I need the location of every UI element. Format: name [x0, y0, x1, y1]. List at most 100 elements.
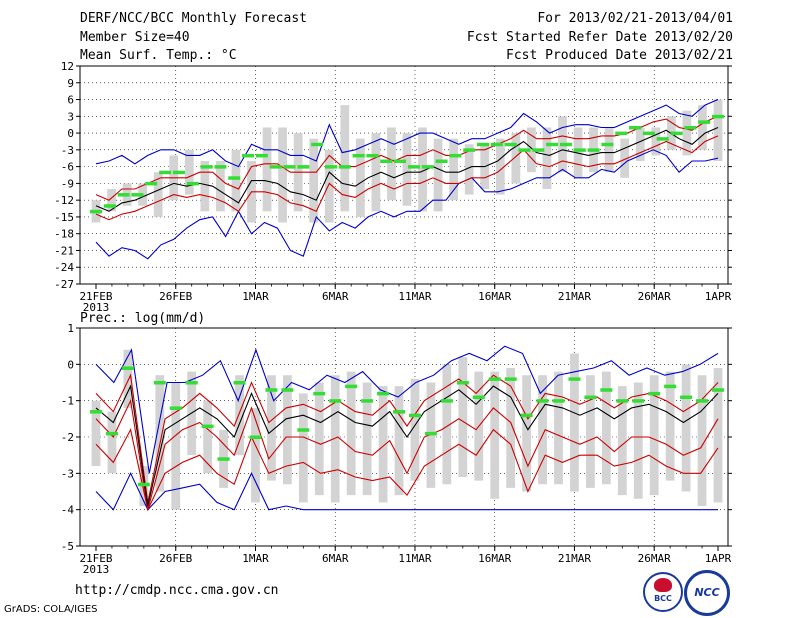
x-tick-label: 11MAR: [398, 552, 431, 565]
spread-box: [362, 382, 372, 496]
bcc-logo-text: BCC: [654, 594, 672, 603]
lower-line: [95, 135, 719, 221]
member-marker: [600, 388, 613, 392]
y-tick-label: 1: [67, 322, 74, 335]
chart-title: DERF/NCC/BCC Monthly Forecast: [80, 11, 307, 26]
spread-box: [314, 382, 324, 496]
member-marker: [488, 377, 501, 381]
y-tick-label: 0: [67, 358, 74, 371]
footer-url[interactable]: http://cmdp.ncc.cma.gov.cn: [75, 583, 279, 598]
spread-box: [554, 371, 563, 485]
spread-box: [542, 127, 552, 189]
member-marker: [587, 148, 600, 152]
y-tick-label: 9: [67, 77, 74, 90]
x-tick-label: 16MAR: [478, 290, 511, 303]
member-marker: [329, 399, 342, 403]
bcc-logo-mark: [654, 578, 672, 592]
x-tick-label: 26MAR: [638, 290, 671, 303]
spread-box: [251, 407, 260, 503]
spread-box: [570, 353, 579, 492]
y-tick-label: -21: [54, 244, 74, 257]
spread-box: [402, 133, 412, 206]
member-marker: [103, 204, 116, 208]
y-tick-label: -5: [61, 540, 74, 553]
x-tick-label: 26MAR: [638, 552, 671, 565]
member-marker: [297, 428, 310, 432]
member-marker: [377, 391, 390, 396]
member-marker: [477, 142, 490, 147]
y-tick-label: -12: [54, 194, 74, 207]
x-tick-label: 1APR: [705, 552, 732, 565]
spread-box: [713, 367, 723, 503]
member-marker: [283, 165, 296, 169]
spread-box: [184, 149, 194, 195]
y-tick-label: -3: [61, 144, 74, 157]
spread-box: [309, 138, 319, 223]
member-marker: [520, 413, 533, 418]
bcc-logo: BCC: [643, 572, 683, 612]
member-marker: [601, 142, 614, 147]
x-tick-label: 1APR: [705, 290, 732, 303]
spread-box: [586, 375, 595, 488]
spread-box: [527, 127, 536, 173]
member-marker: [145, 181, 158, 186]
member-marker: [269, 165, 282, 169]
x-tick-label: 26FEB: [159, 552, 192, 565]
x-tick-label: 1MAR: [242, 552, 269, 565]
spread-box: [235, 375, 244, 456]
member-marker: [242, 153, 255, 158]
member-marker: [131, 193, 144, 197]
min-line: [95, 149, 719, 260]
produced-date: Fcst Produced Date 2013/02/21: [506, 48, 733, 63]
upper-line: [95, 373, 719, 503]
member-marker: [629, 125, 642, 130]
member-marker: [573, 148, 586, 152]
grads-credit: GrADS: COLA/IGES: [4, 604, 98, 615]
spread-box: [635, 127, 645, 162]
member-marker: [615, 131, 628, 136]
spread-box: [522, 375, 532, 492]
member-marker: [490, 142, 503, 147]
member-marker: [393, 410, 406, 414]
plot-frame: [79, 327, 729, 547]
y-tick-label: -9: [61, 177, 74, 190]
spread-box: [633, 382, 643, 499]
spread-box: [601, 371, 611, 485]
member-marker: [200, 165, 213, 169]
spread-box: [203, 400, 213, 474]
spread-box: [681, 364, 691, 492]
member-marker: [90, 209, 102, 214]
lower-line: [95, 398, 719, 510]
member-marker: [394, 159, 407, 164]
member-marker: [380, 159, 393, 164]
y-tick-label: -1: [61, 395, 74, 408]
member-marker: [249, 435, 262, 439]
member-marker: [324, 165, 337, 169]
member-marker: [712, 114, 724, 119]
spread-box: [495, 138, 505, 195]
spread-box: [511, 133, 521, 184]
spread-box: [649, 375, 659, 496]
member-marker: [518, 148, 531, 152]
member-marker: [233, 381, 246, 385]
max-line: [95, 98, 719, 168]
spread-box: [604, 127, 614, 173]
y-tick-label: -2: [61, 431, 74, 444]
member-marker: [137, 482, 150, 487]
spread-box: [330, 375, 340, 503]
member-marker: [435, 159, 448, 164]
x-tick-label: 11MAR: [398, 290, 431, 303]
y-tick-label: -24: [54, 261, 74, 274]
member-marker: [255, 153, 268, 158]
spread-box: [620, 138, 630, 178]
member-marker: [472, 395, 485, 400]
member-marker: [186, 181, 199, 186]
member-marker: [670, 131, 683, 136]
x-tick-label: 6MAR: [322, 290, 349, 303]
member-marker: [559, 142, 572, 147]
member-marker: [440, 399, 453, 403]
x-year-label: 2013: [83, 563, 110, 576]
spread-box: [267, 375, 276, 481]
spread-box: [231, 149, 241, 212]
